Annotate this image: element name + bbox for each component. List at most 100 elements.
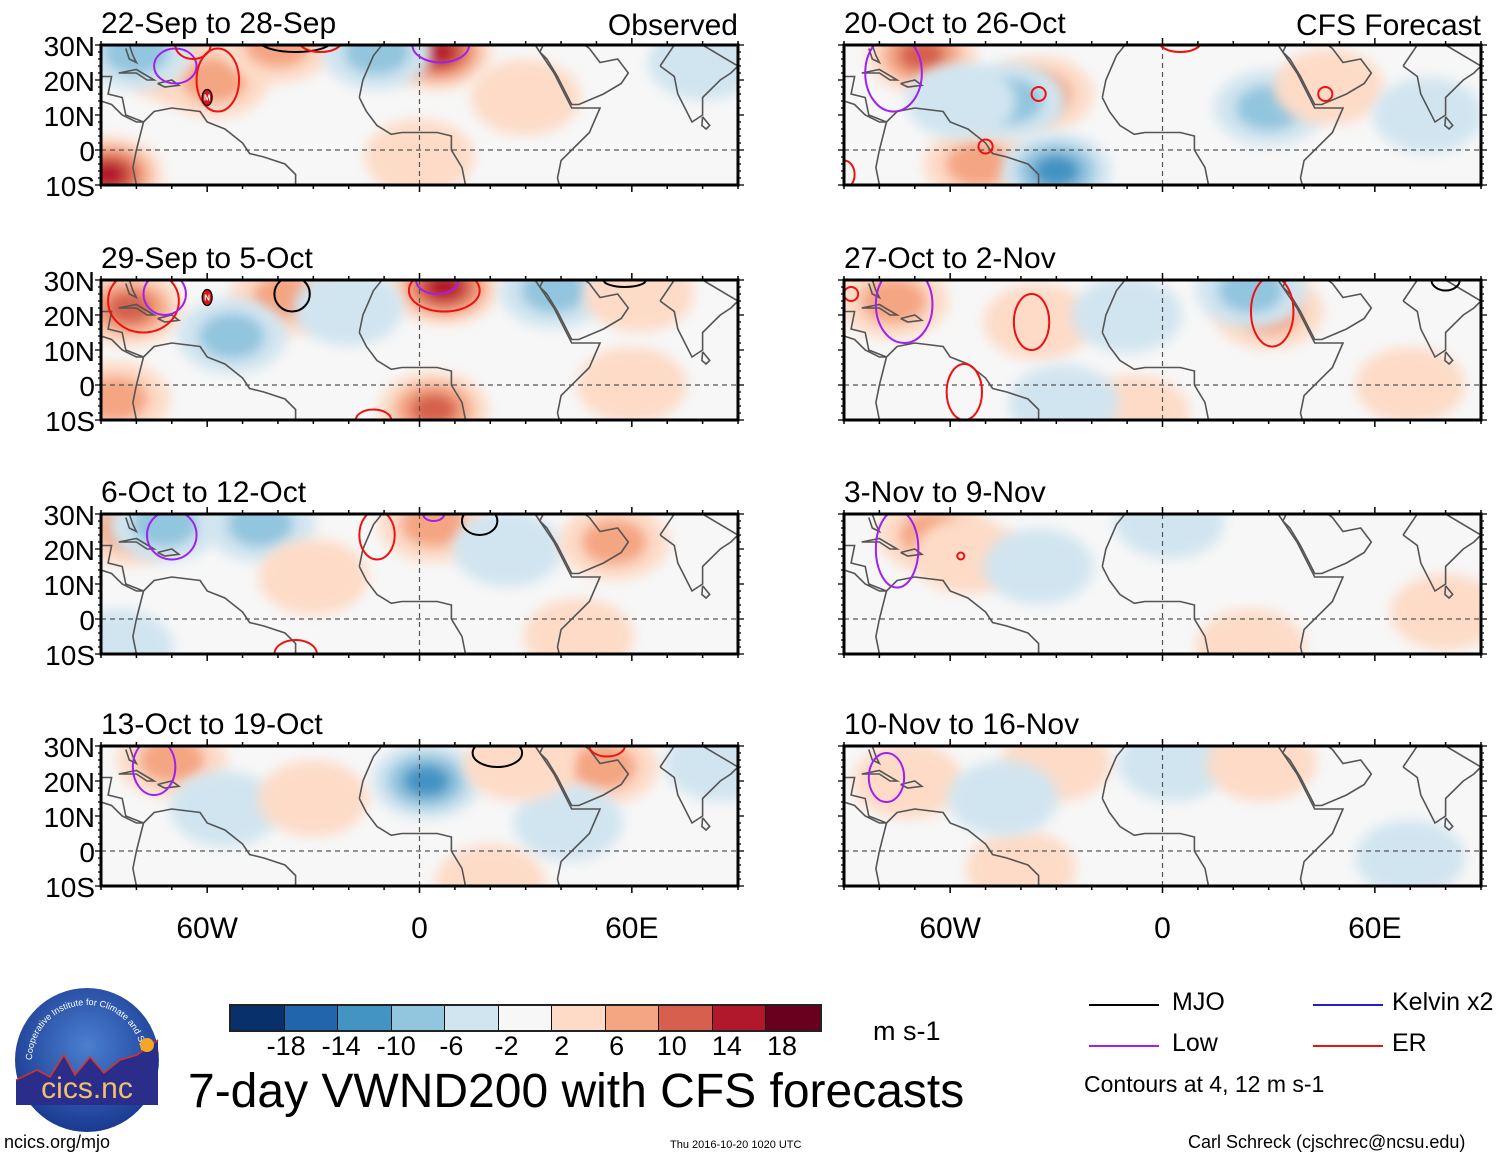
anomaly-blob [1008, 364, 1119, 420]
colorbar-swatch [284, 1006, 338, 1030]
lon-label: 60E [605, 912, 659, 945]
anomaly-blob [559, 514, 670, 580]
anomaly-blob [583, 280, 694, 332]
coastline [861, 68, 901, 81]
coastline [358, 45, 602, 185]
contour-er [174, 45, 212, 60]
contour-low [422, 514, 446, 522]
lat-label: 20N [43, 767, 95, 798]
contour-er [977, 138, 994, 155]
footer-credit: Carl Schreck (cjschrec@ncsu.edu) [1188, 1132, 1466, 1152]
anomaly-blob [101, 45, 192, 90]
colorbar-swatch [552, 1006, 606, 1030]
coastline [132, 107, 297, 185]
contour-mjo [471, 746, 524, 768]
contour-low [131, 746, 177, 796]
colorbar-tick-label: -10 [376, 1031, 416, 1061]
anomaly-blob [1195, 609, 1306, 654]
legend-line-kelvin-x2 [1313, 1004, 1383, 1006]
lat-label: 10S [45, 872, 95, 903]
anomaly-blob [371, 746, 482, 819]
contours-note: Contours at 4, 12 m s-1 [1084, 1071, 1325, 1097]
lat-label: 0 [79, 605, 95, 636]
contour-er [1249, 280, 1295, 348]
anomaly-blob [1372, 77, 1481, 153]
coastline [1101, 45, 1345, 185]
coastline [844, 776, 887, 824]
panel-29-sep-to-5-oct-title: 29-Sep to 5-Oct [101, 242, 313, 275]
coastline [1282, 45, 1373, 106]
legend-label: ER [1392, 1029, 1427, 1057]
coastline [659, 280, 738, 359]
anomaly-blob [1355, 347, 1466, 420]
colorbar-units: m s-1 [873, 1016, 941, 1046]
coastline [575, 653, 594, 654]
legend-line-mjo [1089, 1004, 1159, 1006]
coastline [575, 419, 594, 420]
anomaly-blob [435, 844, 546, 886]
lat-label: 0 [79, 136, 95, 167]
footer-url[interactable]: ncics.org/mjo [4, 1132, 111, 1152]
coastline [1282, 746, 1373, 807]
coastline [701, 116, 711, 131]
coastline [875, 576, 1040, 654]
anomaly-blob [258, 539, 369, 615]
footer-timestamp: Thu 2016-10-20 1020 UTC [670, 1139, 802, 1151]
coastline [868, 746, 882, 766]
anomaly-blob [948, 760, 1059, 837]
contour-er [844, 286, 860, 302]
coastline [659, 45, 738, 124]
contour-low [142, 280, 187, 316]
lat-label: 10N [43, 802, 95, 833]
lon-label: 60E [1348, 912, 1402, 945]
anomaly-blob [576, 347, 687, 420]
panel-20-oct-to-26-oct-map [838, 38, 1487, 192]
contour-low [874, 514, 920, 589]
contour-er [844, 159, 856, 185]
coastline [861, 769, 901, 782]
colorbar-tick-label: 10 [656, 1031, 687, 1061]
colorbar-tick-label: 6 [609, 1031, 625, 1061]
coastline [118, 303, 158, 316]
colorbar-tick-label: -14 [321, 1031, 361, 1061]
coastline [539, 514, 630, 575]
coastline [1318, 885, 1337, 886]
anomaly-blob [965, 830, 1076, 886]
coastline [1101, 746, 1345, 886]
logo-name: cics.nc [41, 1072, 133, 1105]
contour-er [588, 746, 626, 758]
contour-er [299, 45, 342, 53]
colorbar-tick-label: 18 [766, 1031, 798, 1061]
contour-er [354, 408, 393, 420]
colorbar-swatch [766, 1006, 820, 1030]
coastline [868, 45, 882, 65]
anomaly-blob [378, 371, 489, 420]
anomaly-blob [1206, 746, 1317, 802]
contour-mjo [602, 280, 647, 288]
anomaly-blob [176, 298, 287, 374]
contour-mjo [260, 45, 331, 53]
lat-label: 10N [43, 336, 95, 367]
anomaly-blob [647, 45, 738, 101]
logo-mountains [16, 1040, 158, 1105]
coastline [900, 780, 924, 789]
panel-20-oct-to-26-oct-title: 20-Oct to 26-Oct [844, 7, 1066, 40]
contour-low [411, 45, 471, 64]
legend-label: Kelvin x2 [1392, 988, 1494, 1016]
coastline [844, 544, 887, 592]
anomaly-blob [101, 609, 174, 654]
svg-text:N: N [204, 294, 210, 303]
anomaly-blob [983, 284, 1094, 360]
coastline [900, 314, 924, 323]
colorbar-tick-label: 14 [711, 1031, 742, 1061]
anomaly-blob [322, 45, 433, 90]
contour-mjo [273, 280, 311, 313]
coastline [701, 351, 711, 366]
coastline [358, 514, 602, 654]
panel-27-oct-to-2-nov-map [838, 273, 1487, 427]
coastline [132, 808, 297, 886]
coastline [1318, 184, 1337, 185]
coastline [1282, 280, 1373, 341]
anomaly-blob [169, 771, 280, 847]
coastline [539, 45, 630, 106]
